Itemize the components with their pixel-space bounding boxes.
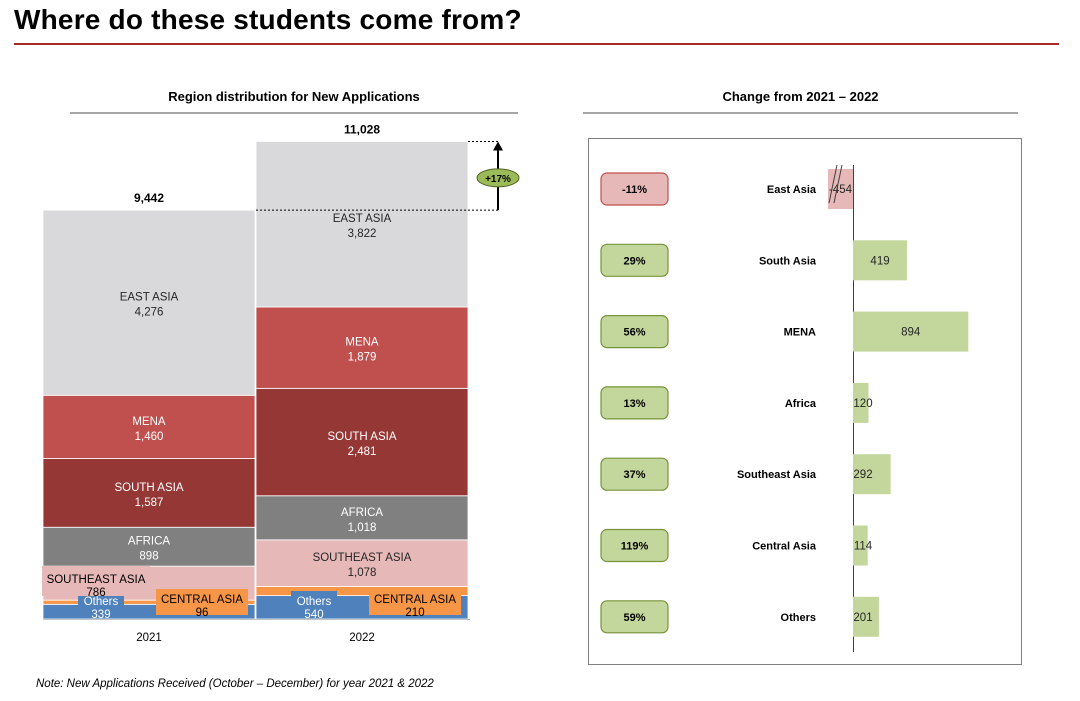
segment-value-others-2022: 540 bbox=[304, 609, 323, 621]
page-title: Where do these students come from? bbox=[14, 4, 522, 35]
stack-segment-south-asia-2022 bbox=[255, 387, 469, 497]
value-label-central-asia: 114 bbox=[854, 541, 873, 553]
category-label-others: Others bbox=[781, 612, 816, 624]
segment-name-southeast-asia-2021: SOUTHEAST ASIA bbox=[47, 574, 146, 586]
stack-segment-southeast-asia-2022 bbox=[255, 539, 469, 587]
segment-value-southeast-asia-2022: 1,078 bbox=[348, 567, 377, 579]
total-label-2021: 9,442 bbox=[134, 191, 164, 205]
change-chart-title-rule bbox=[583, 112, 1018, 114]
growth-arrow-head bbox=[493, 141, 503, 151]
value-label-africa: 120 bbox=[853, 398, 872, 410]
change-bar-south-asia bbox=[853, 240, 908, 281]
segment-name-east-asia-2022: EAST ASIA bbox=[333, 213, 392, 225]
segment-name-mena-2021: MENA bbox=[132, 416, 166, 428]
segment-value-southeast-asia-2021: 786 bbox=[86, 587, 105, 599]
segment-value-others-2021: 339 bbox=[91, 609, 110, 621]
pct-pill-central-asia bbox=[600, 528, 669, 563]
change-chart-title: Change from 2021 – 2022 bbox=[722, 89, 879, 104]
pct-label-southeast-asia: 37% bbox=[623, 469, 645, 481]
category-label-east-asia: East Asia bbox=[767, 184, 817, 196]
pct-pill-southeast-asia bbox=[600, 457, 669, 491]
segment-value-east-asia-2022: 3,822 bbox=[348, 228, 377, 240]
pct-label-mena: 56% bbox=[623, 327, 645, 339]
segment-value-africa-2021: 898 bbox=[139, 551, 158, 563]
axis-break-mark-2 bbox=[833, 164, 843, 204]
segment-name-mena-2022: MENA bbox=[345, 337, 379, 349]
pct-label-east-asia: -11% bbox=[622, 184, 647, 196]
change-bar-others bbox=[853, 596, 879, 637]
segment-value-east-asia-2021: 4,276 bbox=[135, 307, 164, 319]
change-bar-southeast-asia bbox=[853, 454, 891, 495]
change-bar-central-asia bbox=[853, 525, 868, 566]
category-label-africa: Africa bbox=[785, 398, 817, 410]
title-underline bbox=[14, 43, 1059, 45]
pct-pill-mena bbox=[600, 315, 669, 349]
segment-name-others-2021: Others bbox=[84, 596, 119, 608]
pct-label-africa: 13% bbox=[623, 398, 645, 410]
segment-name-africa-2021: AFRICA bbox=[128, 536, 171, 548]
growth-badge bbox=[476, 168, 520, 188]
pct-pill-africa bbox=[600, 386, 669, 420]
footnote: Note: New Applications Received (October… bbox=[36, 678, 434, 690]
change-bar-africa bbox=[853, 382, 869, 423]
segment-value-africa-2022: 1,018 bbox=[348, 522, 377, 534]
label-box-others-2022 bbox=[291, 591, 337, 617]
category-label-mena: MENA bbox=[784, 327, 816, 339]
pct-label-central-asia: 119% bbox=[621, 541, 649, 553]
change-bar-mena bbox=[853, 311, 969, 352]
stacked-chart-title-rule bbox=[70, 112, 518, 114]
pct-pill-others bbox=[600, 600, 669, 634]
category-label-south-asia: South Asia bbox=[759, 255, 817, 267]
stack-segment-east-asia-2021 bbox=[42, 209, 256, 396]
change-chart-frame bbox=[588, 138, 1022, 665]
stack-segment-mena-2021 bbox=[42, 394, 256, 459]
stack-segment-east-asia-2022 bbox=[255, 141, 469, 308]
total-label-2022: 11,028 bbox=[344, 122, 380, 136]
category-label-southeast-asia: Southeast Asia bbox=[737, 469, 817, 481]
segment-value-central-asia-2022: 210 bbox=[405, 607, 424, 619]
value-label-southeast-asia: 292 bbox=[853, 469, 872, 481]
segment-name-south-asia-2022: SOUTH ASIA bbox=[327, 431, 396, 443]
value-label-mena: 894 bbox=[901, 327, 921, 339]
segment-name-southeast-asia-2022: SOUTHEAST ASIA bbox=[313, 552, 412, 564]
category-label-central-asia: Central Asia bbox=[752, 541, 817, 553]
pct-pill-south-asia bbox=[600, 243, 669, 277]
pct-label-south-asia: 29% bbox=[623, 255, 645, 267]
stacked-chart-title: Region distribution for New Applications bbox=[168, 89, 420, 104]
growth-badge-text: +17% bbox=[485, 174, 511, 185]
segment-name-central-asia-2022: CENTRAL ASIA bbox=[374, 594, 456, 606]
label-box-central-asia-2021 bbox=[156, 589, 248, 615]
value-label-others: 201 bbox=[853, 612, 872, 624]
segment-value-south-asia-2022: 2,481 bbox=[348, 446, 377, 458]
value-label-east-asia: -454 bbox=[829, 184, 853, 196]
segment-name-central-asia-2021: CENTRAL ASIA bbox=[161, 594, 243, 606]
value-label-south-asia: 419 bbox=[870, 255, 889, 267]
pct-label-others: 59% bbox=[623, 612, 645, 624]
segment-value-mena-2022: 1,879 bbox=[348, 352, 377, 364]
stack-segment-south-asia-2021 bbox=[42, 458, 256, 528]
x-tick-2021: 2021 bbox=[136, 632, 162, 644]
stack-segment-africa-2022 bbox=[255, 495, 469, 541]
segment-name-others-2022: Others bbox=[297, 596, 332, 608]
segment-value-mena-2021: 1,460 bbox=[135, 431, 164, 443]
label-box-southeast-asia-2021 bbox=[42, 566, 150, 596]
segment-value-central-asia-2021: 96 bbox=[196, 607, 209, 619]
segment-name-africa-2022: AFRICA bbox=[341, 507, 384, 519]
segment-value-south-asia-2021: 1,587 bbox=[135, 497, 164, 509]
pct-pill-east-asia bbox=[600, 172, 669, 206]
segment-name-south-asia-2021: SOUTH ASIA bbox=[114, 482, 183, 494]
segment-name-east-asia-2021: EAST ASIA bbox=[120, 292, 179, 304]
label-box-central-asia-2022 bbox=[369, 589, 461, 615]
stack-segment-mena-2022 bbox=[255, 306, 469, 389]
stack-segment-africa-2021 bbox=[42, 526, 256, 567]
axis-break-mark-1 bbox=[828, 164, 838, 204]
x-tick-2022: 2022 bbox=[349, 632, 375, 644]
